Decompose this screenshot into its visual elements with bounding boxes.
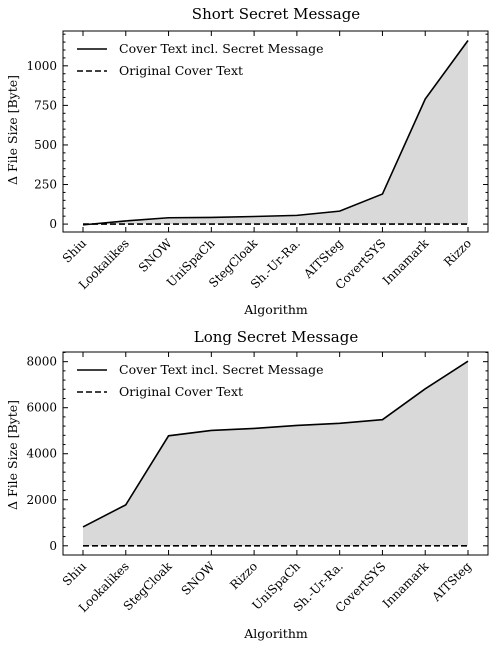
legend: Cover Text incl. Secret Message Original … [77, 362, 324, 399]
x-tick-label: SNOW [179, 559, 218, 598]
x-tick-label: Innamark [380, 559, 432, 611]
y-tick-label: 6000 [26, 401, 57, 415]
y-tick-label: 0 [49, 539, 57, 553]
y-tick-label: 250 [34, 178, 57, 192]
y-axis-label: Δ File Size [Byte] [5, 75, 20, 185]
legend-label: Cover Text incl. Secret Message [119, 41, 324, 56]
plot-frame [62, 30, 489, 233]
chart-title: Long Secret Message [194, 328, 359, 346]
y-axis-label: Δ File Size [Byte] [5, 400, 20, 510]
legend: Cover Text incl. Secret Message Original … [77, 41, 324, 78]
panel-short-secret-message: Short Secret Message Algorithm Δ File Si… [5, 5, 489, 317]
series-line-with-secret [82, 40, 469, 226]
x-axis-label: Algorithm [243, 302, 308, 317]
x-tick-label: AITSteg [429, 559, 475, 605]
x-tick-label: Rizzo [227, 559, 260, 592]
y-tick-label: 8000 [26, 355, 57, 369]
fill-area [83, 40, 468, 225]
y-tick-label: 4000 [26, 447, 57, 461]
legend-label: Original Cover Text [119, 384, 243, 399]
x-tick-label: Rizzo [441, 236, 474, 269]
chart-title: Short Secret Message [192, 5, 361, 23]
series-line-with-secret [82, 360, 469, 528]
x-tick-label: Innamark [380, 236, 432, 288]
y-tick-label: 750 [34, 98, 57, 112]
x-tick-label: Shiu [60, 559, 90, 589]
x-tick-label: Shiu [60, 236, 90, 266]
legend-label: Cover Text incl. Secret Message [119, 362, 324, 377]
x-tick-label: SNOW [136, 236, 175, 275]
x-axis-label: Algorithm [243, 626, 308, 641]
y-tick-label: 1000 [26, 59, 57, 73]
legend-label: Original Cover Text [119, 63, 243, 78]
fill-area [83, 361, 468, 546]
y-tick-label: 500 [34, 138, 57, 152]
panel-long-secret-message: Long Secret Message Algorithm Δ File Siz… [5, 328, 489, 641]
y-tick-label: 0 [49, 217, 57, 231]
y-tick-label: 2000 [26, 493, 57, 507]
